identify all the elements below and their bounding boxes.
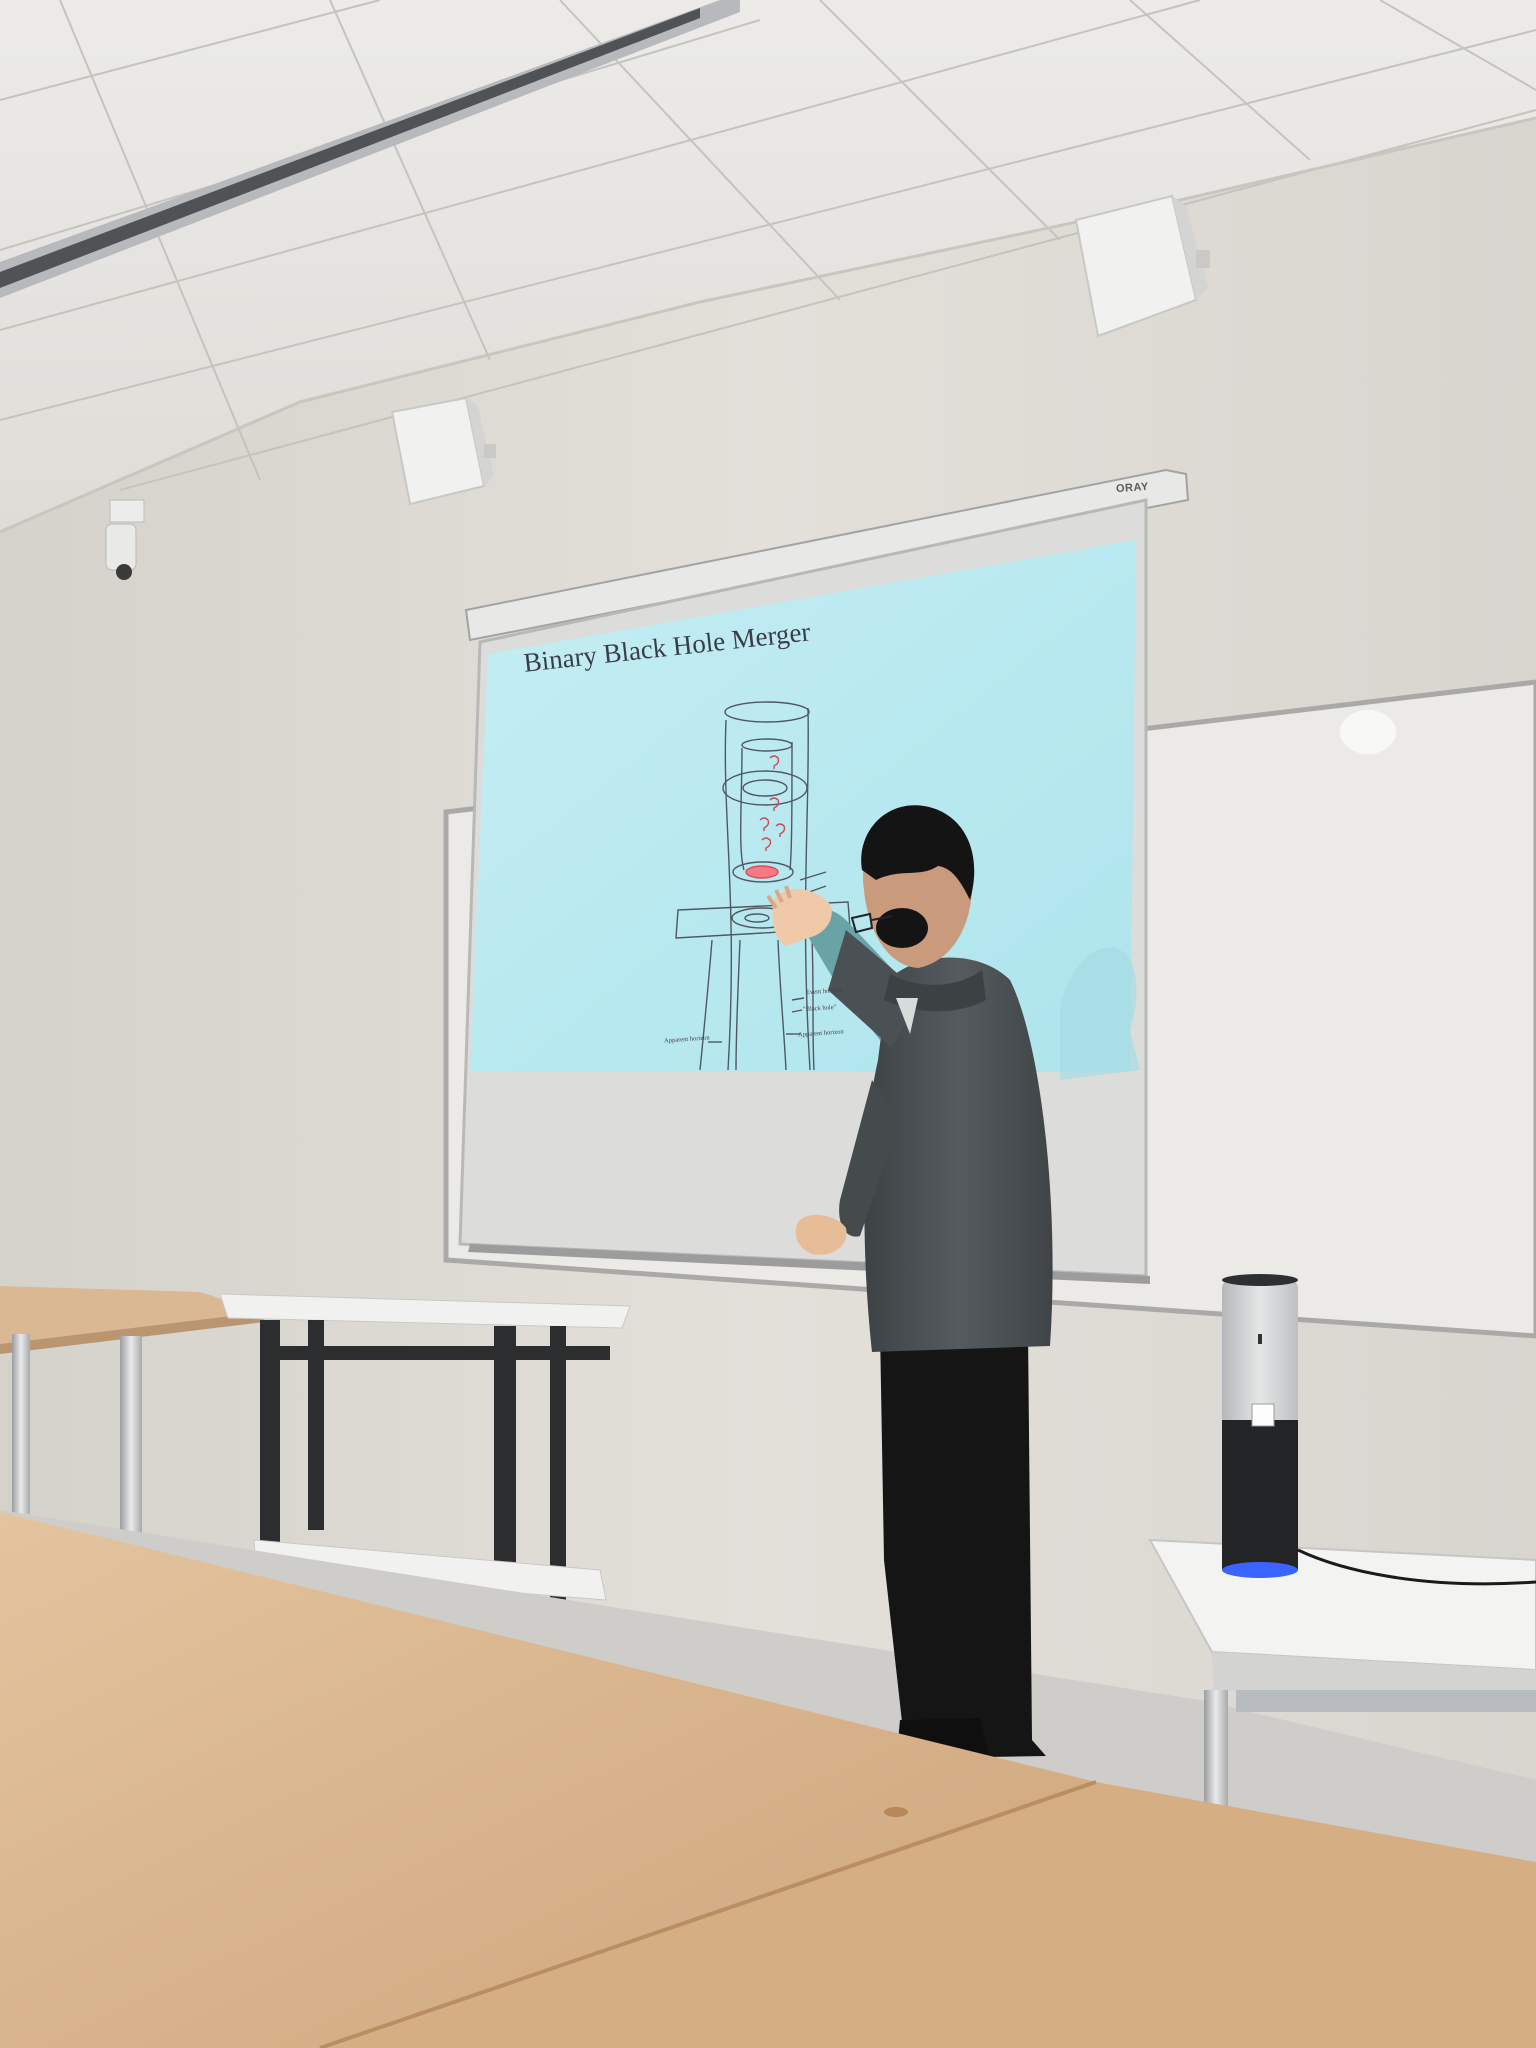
screen-housing bbox=[464, 468, 1190, 642]
wall-sensor bbox=[105, 499, 145, 580]
merger-diagram bbox=[675, 701, 851, 1071]
ceiling-light bbox=[0, 0, 740, 298]
cart bbox=[219, 1293, 631, 1644]
presenter bbox=[766, 805, 1053, 1762]
conference-speaker bbox=[1222, 1274, 1536, 1586]
wall-speaker-right bbox=[1074, 194, 1210, 338]
back-table bbox=[0, 1286, 264, 1344]
screen-brand-label: ORAY bbox=[1115, 480, 1150, 496]
diagram-question-marks bbox=[759, 755, 786, 851]
foreground-table-left bbox=[0, 1512, 1096, 2048]
foreground-table-right bbox=[330, 1782, 1536, 2048]
wall-speaker-left bbox=[390, 396, 496, 506]
slide-area bbox=[470, 540, 1136, 1072]
